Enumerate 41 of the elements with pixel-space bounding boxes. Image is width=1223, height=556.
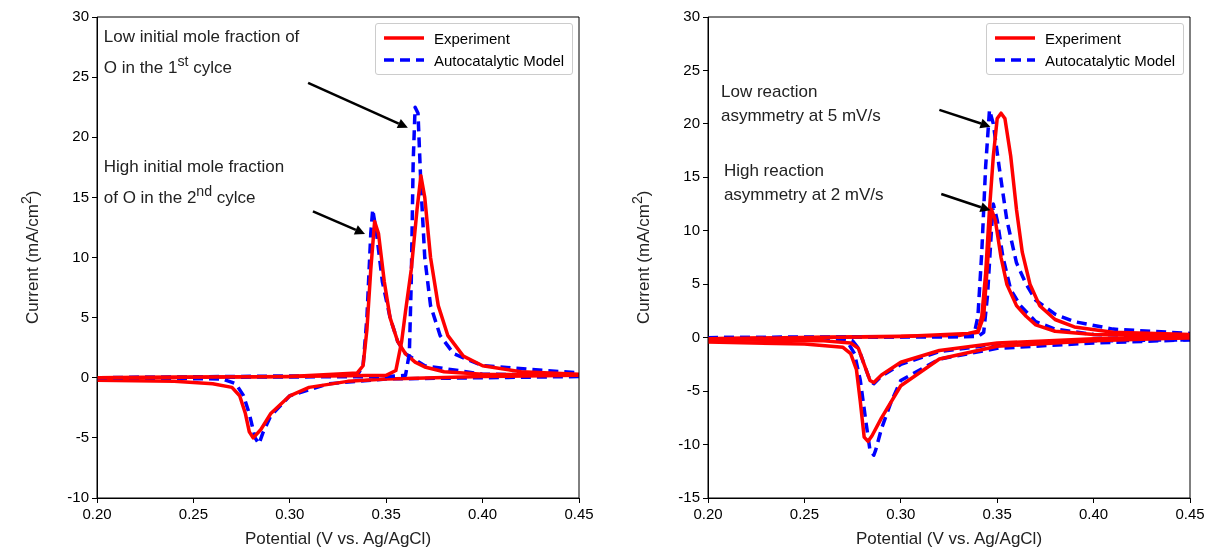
x-tick-label: 0.30	[275, 505, 305, 523]
x-tick-label: 0.35	[982, 505, 1012, 523]
y-tick-label: 0	[80, 367, 89, 385]
x-tick-label: 0.35	[371, 505, 401, 523]
y-tick-label: 30	[683, 7, 700, 25]
y-tick-label: 25	[683, 60, 700, 78]
x-tick-label: 0.25	[789, 505, 819, 523]
y-tick-label: -15	[678, 488, 700, 506]
y-tick-label: -5	[75, 428, 89, 446]
y-tick-label: -10	[678, 434, 700, 452]
y-tick-label: 15	[683, 167, 700, 185]
x-tick-label: 0.40	[1079, 505, 1109, 523]
y-tick-label: 25	[72, 67, 89, 85]
y-tick-label: -10	[67, 488, 89, 506]
x-tick-label: 0.45	[1175, 505, 1205, 523]
y-tick-label: 10	[72, 247, 89, 265]
y-tick-label: 20	[72, 127, 89, 145]
legend-label: Autocatalytic Model	[434, 51, 565, 69]
annotation: Low initial mole fraction of O in the 1$^{st}$ cylce	[103, 26, 301, 79]
y-tick-label: 20	[683, 114, 700, 132]
legend-label: Experiment	[1045, 29, 1121, 47]
x-axis-title: Potential (V vs. Ag/AgCl)	[243, 528, 433, 550]
legend-label: Experiment	[434, 29, 510, 47]
y-tick-label: 10	[683, 220, 700, 238]
annotation: High reaction asymmetry at 2 mV/s	[723, 160, 885, 207]
x-tick-label: 0.45	[564, 505, 594, 523]
x-tick-label: 0.30	[886, 505, 916, 523]
x-axis-title: Potential (V vs. Ag/AgCl)	[854, 528, 1044, 550]
y-tick-label: 30	[72, 7, 89, 25]
x-tick-label: 0.25	[178, 505, 208, 523]
y-tick-label: 0	[691, 327, 700, 345]
y-tick-label: 5	[691, 274, 700, 292]
annotation: Low reaction asymmetry at 5 mV/s	[721, 81, 882, 127]
y-tick-label: -5	[686, 381, 700, 399]
x-tick-label: 0.40	[468, 505, 498, 523]
y-tick-label: 15	[72, 187, 89, 205]
annotation: High initial mole fraction of O in the 2$^{nd}$ cylce	[103, 155, 286, 209]
x-tick-label: 0.20	[693, 505, 723, 523]
x-tick-label: 0.20	[82, 505, 112, 523]
legend-label: Autocatalytic Model	[1045, 51, 1176, 69]
y-tick-label: 5	[80, 307, 89, 325]
